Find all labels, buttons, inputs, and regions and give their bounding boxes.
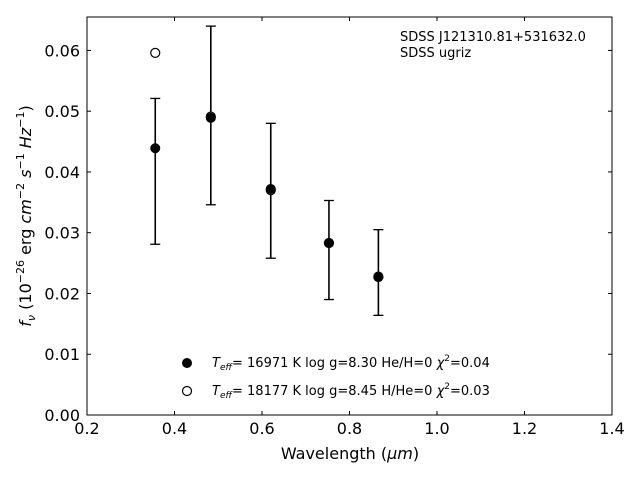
annotation-filters: SDSS ugriz — [400, 46, 471, 61]
x-tick-label: 1.2 — [512, 419, 537, 438]
error-bars — [150, 25, 384, 316]
y-tick-label: 0.00 — [44, 406, 80, 425]
y-axis-label: fν (10−26 erg cm−2 s−1 Hz−1) — [14, 105, 38, 326]
legend-label-open: Teff= 18177 K log g=8.45 H/He=0 χ2=0.03 — [212, 382, 490, 401]
y-tick-label: 0.02 — [44, 284, 80, 303]
data-points — [150, 47, 384, 283]
y-tick-label: 0.05 — [44, 102, 80, 121]
data-point-filled — [373, 271, 384, 282]
x-axis-label: Wavelength (μm) — [281, 444, 419, 463]
y-tick-label: 0.04 — [44, 163, 80, 182]
data-point-open — [150, 47, 161, 58]
x-tick-label: 0.2 — [74, 419, 99, 438]
x-tick-label: 1.0 — [424, 419, 449, 438]
y-tick-label: 0.06 — [44, 41, 80, 60]
axis-ticks: 0.2 0.4 0.6 0.8 1.0 1.2 1.4 0.00 0.01 0.02 0.03 0.0… — [44, 17, 625, 438]
data-point-filled — [323, 238, 334, 249]
data-point-filled — [205, 112, 216, 123]
data-point-filled — [150, 143, 161, 154]
x-tick-label: 0.8 — [337, 419, 362, 438]
legend: Teff= 16971 K log g=8.30 He/H=0 χ2=0.04 … — [181, 354, 490, 401]
x-tick-label: 0.4 — [162, 419, 187, 438]
x-tick-label: 1.4 — [599, 419, 624, 438]
legend-marker-open — [181, 385, 193, 397]
legend-label-filled: Teff= 16971 K log g=8.30 He/H=0 χ2=0.04 — [212, 354, 490, 373]
y-tick-label: 0.03 — [44, 224, 80, 243]
legend-marker-filled — [182, 358, 192, 368]
y-tick-label: 0.01 — [44, 345, 80, 364]
annotation-object-name: SDSS J121310.81+531632.0 — [400, 30, 586, 45]
x-tick-label: 0.6 — [249, 419, 274, 438]
data-point-filled — [265, 183, 276, 194]
